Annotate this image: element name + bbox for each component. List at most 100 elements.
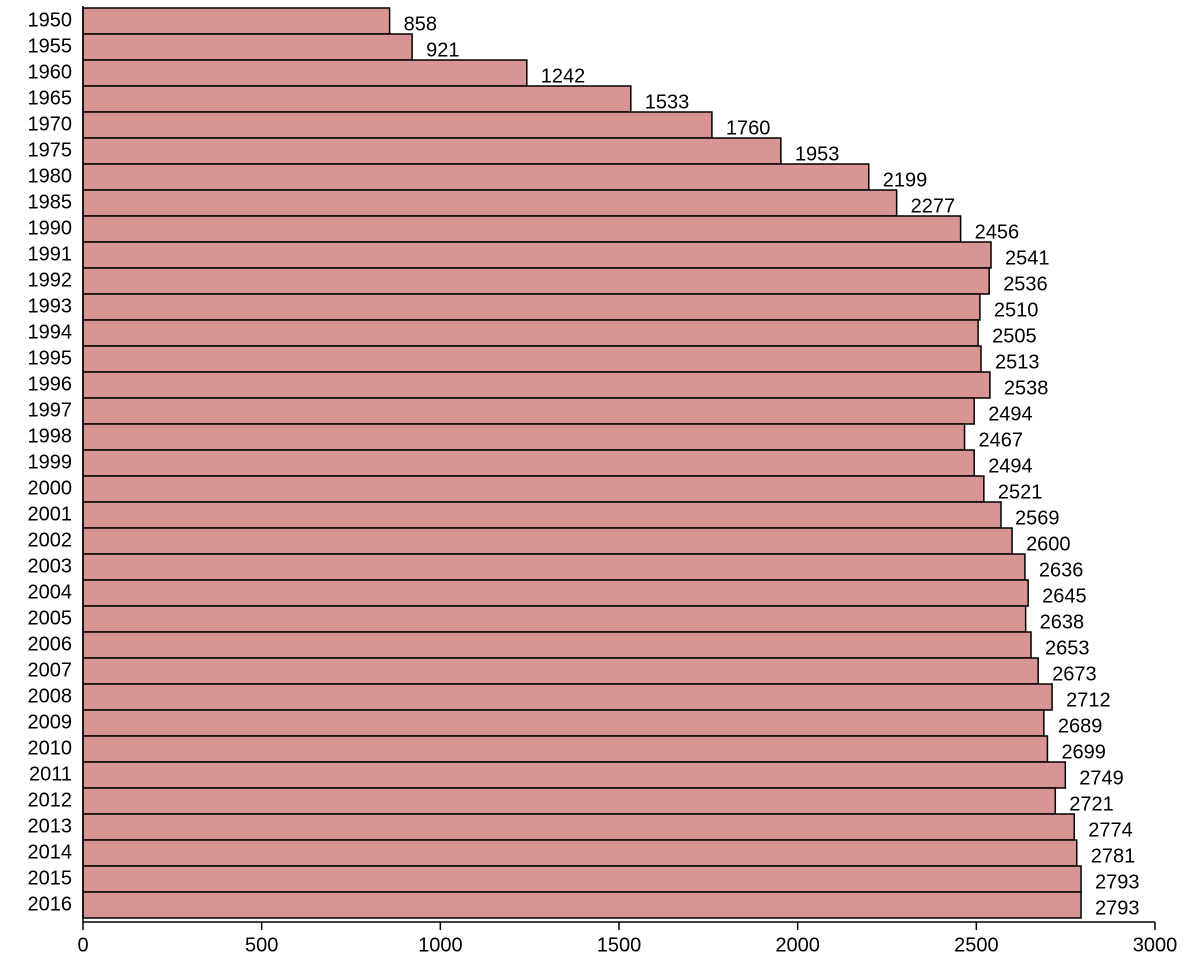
value-label: 2505 <box>992 325 1037 347</box>
bar <box>82 553 1026 581</box>
y-tick-label: 1950 <box>28 9 73 31</box>
y-tick-label: 1985 <box>28 191 73 213</box>
value-label: 2774 <box>1088 819 1133 841</box>
y-tick-label: 2001 <box>28 503 73 525</box>
x-tick-label: 2000 <box>775 934 820 956</box>
value-label: 2494 <box>988 455 1033 477</box>
y-tick-label: 1991 <box>28 243 73 265</box>
bar <box>82 501 1002 529</box>
bar <box>82 33 413 61</box>
bar <box>82 579 1029 607</box>
y-tick-label: 2004 <box>28 581 73 603</box>
value-label: 2793 <box>1095 871 1140 893</box>
value-label: 2600 <box>1026 533 1071 555</box>
y-tick-label: 1975 <box>28 139 73 161</box>
value-label: 2467 <box>979 429 1024 451</box>
y-tick-label: 1993 <box>28 295 73 317</box>
value-label: 1533 <box>645 91 690 113</box>
y-tick-label: 1997 <box>28 399 73 421</box>
y-tick-label: 2011 <box>29 763 72 785</box>
value-label: 2277 <box>911 195 956 217</box>
value-label: 2689 <box>1058 715 1103 737</box>
value-label: 921 <box>426 39 459 61</box>
value-label: 1953 <box>795 143 840 165</box>
y-tick-label: 1965 <box>28 87 73 109</box>
bar <box>82 371 991 399</box>
y-tick-label: 1994 <box>28 321 73 343</box>
value-label: 2536 <box>1003 273 1047 295</box>
bar <box>82 683 1053 711</box>
value-label: 2199 <box>883 169 928 191</box>
x-tick-label: 1500 <box>597 934 642 956</box>
value-label: 858 <box>404 13 437 35</box>
y-tick-label: 2003 <box>28 555 73 577</box>
bar <box>82 85 632 113</box>
y-tick-label: 1970 <box>28 113 73 135</box>
y-tick-label: 2014 <box>28 841 73 863</box>
bar <box>82 631 1032 659</box>
y-tick-label: 2002 <box>28 529 73 551</box>
bar <box>82 163 870 191</box>
x-tick-label: 1000 <box>418 934 463 956</box>
value-label: 2636 <box>1039 559 1084 581</box>
value-label: 2712 <box>1066 689 1111 711</box>
x-tick-label: 0 <box>77 934 88 956</box>
bar <box>82 267 990 295</box>
bar <box>82 423 966 451</box>
value-label: 2673 <box>1052 663 1097 685</box>
bar <box>82 215 962 243</box>
x-tick-label: 3000 <box>1133 934 1178 956</box>
value-label: 2494 <box>988 403 1033 425</box>
y-tick-label: 1995 <box>28 347 73 369</box>
bar <box>82 319 979 347</box>
y-tick-label: 1992 <box>28 269 73 291</box>
y-tick-label: 2012 <box>28 789 73 811</box>
bar <box>82 865 1082 893</box>
y-tick-label: 1999 <box>28 451 73 473</box>
value-label: 2793 <box>1095 897 1140 919</box>
y-tick-label: 2005 <box>28 607 73 629</box>
y-tick-label: 1998 <box>28 425 73 447</box>
bar <box>82 735 1049 763</box>
x-tick-label: 2500 <box>954 934 999 956</box>
bar <box>82 241 992 269</box>
y-tick-label: 1955 <box>28 35 73 57</box>
y-tick-label: 2015 <box>28 867 73 889</box>
bar <box>82 189 898 217</box>
value-label: 2749 <box>1079 767 1124 789</box>
y-tick-label: 1960 <box>28 61 73 83</box>
bar <box>82 137 782 165</box>
value-label: 2538 <box>1004 377 1049 399</box>
bar <box>82 761 1067 789</box>
bar <box>82 345 982 373</box>
y-tick-label: 1990 <box>28 217 73 239</box>
y-tick-label: 2016 <box>28 893 73 915</box>
bar <box>82 111 713 139</box>
value-label: 2521 <box>998 481 1043 503</box>
value-label: 2569 <box>1015 507 1059 529</box>
y-tick-label: 2010 <box>28 737 73 759</box>
value-label: 2513 <box>995 351 1040 373</box>
bar <box>82 813 1075 841</box>
y-tick-label: 1996 <box>28 373 73 395</box>
value-label: 1760 <box>726 117 771 139</box>
value-label: 2510 <box>994 299 1039 321</box>
bar <box>82 397 975 425</box>
bar <box>82 475 985 503</box>
y-tick-label: 2009 <box>28 711 73 733</box>
y-tick-label: 2000 <box>28 477 73 499</box>
bar <box>82 657 1039 685</box>
bar <box>82 709 1045 737</box>
x-tick-label: 500 <box>245 934 278 956</box>
value-label: 2638 <box>1040 611 1085 633</box>
y-tick-label: 2013 <box>28 815 73 837</box>
bar <box>82 449 975 477</box>
value-label: 2653 <box>1045 637 1090 659</box>
y-tick-label: 2006 <box>28 633 73 655</box>
y-tick-label: 1980 <box>28 165 73 187</box>
value-label: 2781 <box>1091 845 1136 867</box>
value-label: 2456 <box>975 221 1020 243</box>
bar <box>82 293 981 321</box>
value-label: 2645 <box>1042 585 1087 607</box>
